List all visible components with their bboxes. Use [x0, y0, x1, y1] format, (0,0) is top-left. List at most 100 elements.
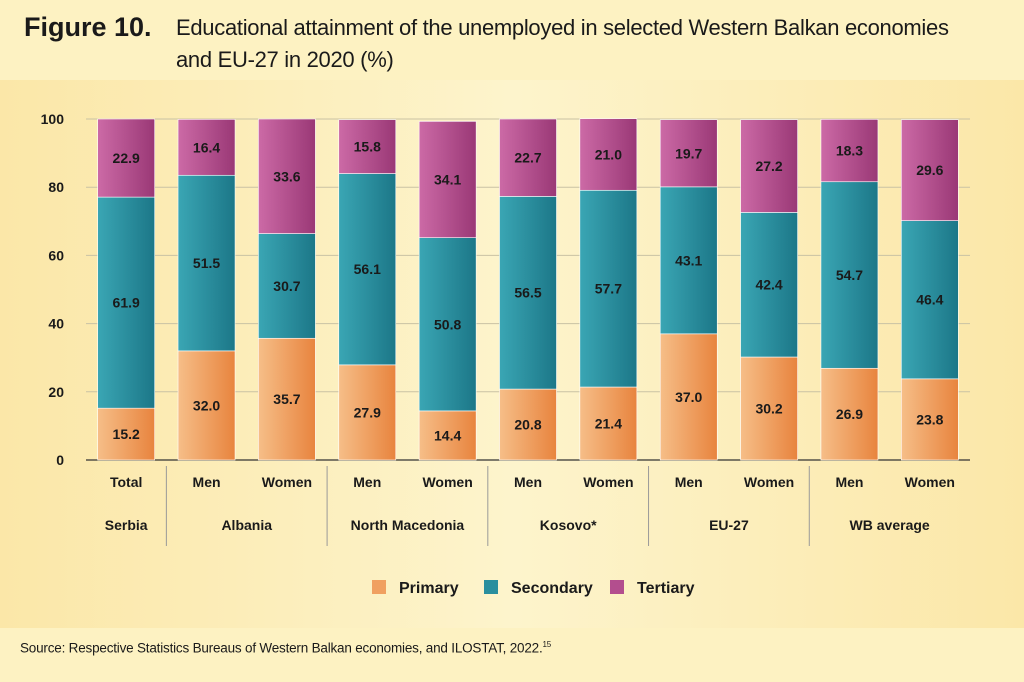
data-label: 27.9	[354, 404, 381, 420]
data-label: 32.0	[193, 397, 220, 413]
group-label: North Macedonia	[351, 517, 465, 533]
bar-tertiary	[499, 118, 557, 197]
data-label: 56.5	[514, 285, 541, 301]
bar-primary	[740, 356, 798, 461]
y-tick-label: 80	[48, 179, 64, 195]
bar-secondary	[579, 189, 638, 388]
x-tick-label: Women	[583, 474, 633, 490]
bar-secondary	[740, 212, 798, 358]
legend-label: Tertiary	[637, 580, 695, 597]
legend-label: Secondary	[511, 580, 593, 597]
data-label: 22.7	[514, 150, 541, 166]
y-tick-label: 0	[56, 452, 64, 468]
stacked-bar-chart: 0 20 40 60 80 100 15.2 61.9 22.9 32.0 51.5 16.4 35.…	[0, 80, 1024, 628]
bar-primary	[258, 337, 316, 461]
source-note: Source: Respective Statistics Bureaus of…	[20, 640, 551, 656]
y-tick-label: 40	[48, 316, 64, 332]
bar-primary	[659, 333, 718, 461]
legend-swatch-tertiary	[610, 580, 624, 594]
x-tick-label: Men	[193, 474, 221, 490]
data-label: 16.4	[193, 139, 220, 155]
data-label: 46.4	[916, 292, 943, 308]
x-tick-label: Total	[110, 474, 142, 490]
source-text: Source: Respective Statistics Bureaus of…	[20, 640, 543, 656]
bars	[97, 118, 959, 461]
bar-primary	[418, 410, 477, 461]
bar-tertiary	[177, 119, 236, 176]
x-axis-labels: Total Men Women Men Women Men Women Men Women Men…	[105, 466, 955, 546]
group-label: Serbia	[105, 517, 148, 533]
x-tick-label: Men	[514, 474, 542, 490]
data-label: 23.8	[916, 411, 943, 427]
data-labels: 15.2 61.9 22.9 32.0 51.5 16.4 35.7 30.7 33.6 27.9…	[113, 139, 944, 444]
data-label: 54.7	[836, 267, 863, 283]
data-label: 14.4	[434, 427, 461, 443]
figure-header: Figure 10. Educational attainment of the…	[0, 0, 1024, 80]
source-footnote: 15	[542, 640, 552, 649]
y-tick-label: 20	[48, 384, 64, 400]
x-tick-label: Men	[835, 474, 863, 490]
group-label: Kosovo*	[540, 517, 597, 533]
bar-tertiary	[338, 119, 397, 174]
bar-tertiary	[579, 118, 638, 191]
data-label: 57.7	[595, 281, 622, 297]
bar-primary	[901, 378, 959, 461]
group-label: Albania	[221, 517, 272, 533]
data-label: 30.7	[273, 278, 300, 294]
x-tick-label: Men	[675, 474, 703, 490]
x-tick-label: Women	[262, 474, 312, 490]
y-tick-label: 60	[48, 247, 64, 263]
bar-tertiary	[740, 119, 798, 213]
group-label: EU-27	[709, 517, 749, 533]
x-tick-label: Women	[422, 474, 472, 490]
bar-tertiary	[659, 119, 718, 188]
data-label: 33.6	[273, 168, 300, 184]
data-label: 27.2	[755, 158, 782, 174]
y-tick-label: 100	[41, 111, 65, 127]
data-label: 34.1	[434, 172, 461, 188]
data-label: 18.3	[836, 143, 863, 159]
group-label: WB average	[850, 517, 930, 533]
bar-secondary	[659, 186, 718, 335]
bar-tertiary	[97, 118, 155, 198]
bar-primary	[820, 367, 879, 461]
x-tick-label: Men	[353, 474, 381, 490]
bar-primary	[579, 386, 638, 461]
figure-label: Figure 10.	[24, 12, 152, 42]
data-label: 56.1	[354, 261, 381, 277]
bar-tertiary	[901, 119, 959, 221]
data-label: 42.4	[755, 277, 782, 293]
data-label: 29.6	[916, 162, 943, 178]
bar-primary	[177, 350, 236, 461]
bar-secondary	[97, 196, 155, 409]
bar-tertiary	[820, 119, 879, 183]
data-label: 15.2	[113, 426, 140, 442]
figure-title: Educational attainment of the unemployed…	[176, 15, 949, 72]
bar-secondary	[258, 233, 316, 339]
data-label: 30.2	[755, 401, 782, 417]
bar-secondary	[820, 181, 879, 369]
bar-secondary	[338, 173, 397, 366]
data-label: 20.8	[514, 417, 541, 433]
data-label: 15.8	[354, 139, 381, 155]
data-label: 37.0	[675, 389, 702, 405]
bar-tertiary	[258, 118, 316, 234]
bar-primary	[499, 388, 557, 461]
data-label: 35.7	[273, 391, 300, 407]
legend-label: Primary	[399, 580, 459, 597]
bar-secondary	[901, 220, 959, 380]
x-tick-label: Women	[744, 474, 794, 490]
x-tick-label: Women	[905, 474, 955, 490]
data-label: 26.9	[836, 406, 863, 422]
legend: Primary Secondary Tertiary	[372, 580, 695, 597]
data-label: 21.4	[595, 416, 622, 432]
bar-secondary	[177, 174, 236, 352]
bar-primary	[338, 364, 397, 461]
data-label: 50.8	[434, 316, 461, 332]
data-label: 22.9	[113, 150, 140, 166]
bar-secondary	[418, 237, 477, 412]
data-label: 61.9	[113, 295, 140, 311]
data-label: 43.1	[675, 252, 702, 268]
bar-tertiary	[418, 121, 477, 238]
data-label: 21.0	[595, 146, 622, 162]
